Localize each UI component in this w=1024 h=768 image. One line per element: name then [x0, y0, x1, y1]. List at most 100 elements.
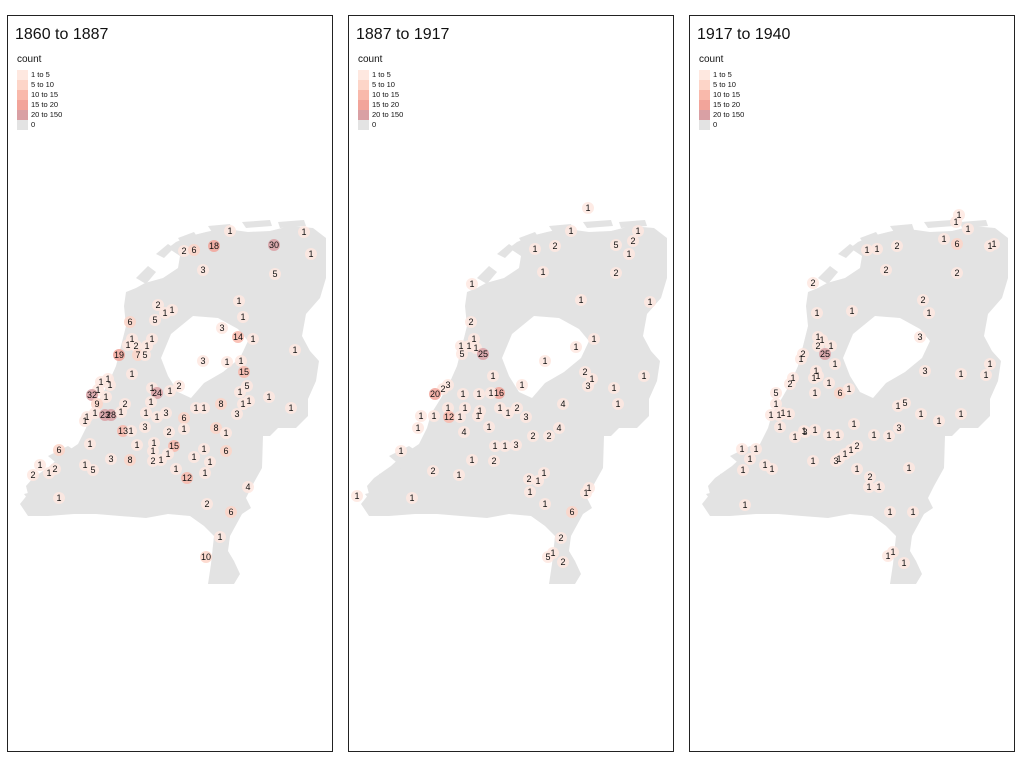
municipality-fill: [532, 475, 544, 487]
municipality-fill: [233, 295, 245, 307]
municipality-fill: [395, 445, 407, 457]
count-label: 3: [896, 423, 901, 433]
legend-swatch: [358, 120, 369, 130]
legend-swatch: [699, 110, 710, 120]
municipality-fill: [887, 546, 899, 558]
municipality-fill: [442, 402, 454, 414]
legend-label: 20 to 150: [372, 110, 404, 119]
count-label: 1: [107, 380, 112, 390]
municipality-fill: [537, 266, 549, 278]
legend-item: 10 to 15: [17, 90, 58, 100]
municipality-fill: [406, 492, 418, 504]
count-label: 1: [308, 249, 313, 259]
count-label: 2: [30, 470, 35, 480]
count-label: 1: [814, 308, 819, 318]
count-label: 5: [244, 381, 249, 391]
municipality-fill: [893, 422, 905, 434]
markermeer-water: [862, 348, 895, 368]
count-label: 18: [209, 241, 219, 251]
count-label: 1: [148, 397, 153, 407]
municipality-fill: [351, 490, 363, 502]
count-label: 1: [201, 403, 206, 413]
legend-title: count: [358, 54, 383, 65]
count-label: 4: [556, 423, 561, 433]
count-label: 1: [217, 532, 222, 542]
count-label: 24: [152, 388, 162, 398]
municipality-fill: [145, 396, 157, 408]
count-label: 1: [431, 411, 436, 421]
count-label: 1: [864, 245, 869, 255]
count-label: 1: [826, 378, 831, 388]
municipality-fill: [582, 380, 594, 392]
municipality-fill: [915, 408, 927, 420]
count-label: 1: [154, 412, 159, 422]
legend-item: 0: [17, 120, 35, 130]
panel-title: 1917 to 1940: [697, 26, 791, 43]
municipality-fill: [456, 348, 468, 360]
count-label: 28: [106, 410, 116, 420]
municipality-fill: [231, 408, 243, 420]
count-label: 3: [200, 265, 205, 275]
count-label: 1: [301, 227, 306, 237]
island-shape: [242, 220, 272, 228]
count-label: 3: [142, 422, 147, 432]
count-label: 1: [953, 217, 958, 227]
count-label: 1: [813, 366, 818, 376]
municipality-fill: [766, 463, 778, 475]
municipality-fill: [565, 225, 577, 237]
count-label: 2: [787, 379, 792, 389]
count-label: 1: [151, 438, 156, 448]
count-label: 1: [776, 410, 781, 420]
count-label: 5: [902, 398, 907, 408]
count-label: 3: [523, 412, 528, 422]
count-label: 1: [740, 465, 745, 475]
legend-label: 20 to 150: [31, 110, 63, 119]
count-label: 1: [812, 388, 817, 398]
municipality-fill: [739, 499, 751, 511]
count-label: 12: [182, 473, 192, 483]
municipality-fill: [539, 498, 551, 510]
legend-label: 0: [372, 120, 377, 129]
municipality-fill: [627, 235, 639, 247]
municipality-fill: [799, 426, 811, 438]
count-label: 6: [569, 507, 574, 517]
legend-swatch: [699, 90, 710, 100]
municipality-fill: [610, 239, 622, 251]
island-shape: [838, 244, 856, 258]
municipality-fill: [443, 411, 455, 423]
municipality-fill: [951, 238, 963, 250]
count-label: 1: [460, 389, 465, 399]
count-label: 8: [218, 399, 223, 409]
municipality-fill: [868, 429, 880, 441]
municipality-fill: [864, 471, 876, 483]
count-label: 1: [237, 387, 242, 397]
municipality-fill: [113, 349, 125, 361]
count-label: 2: [854, 441, 859, 451]
count-label: 1: [747, 454, 752, 464]
count-label: 2: [894, 241, 899, 251]
legend-item: 20 to 150: [699, 110, 744, 120]
count-label: 1: [848, 445, 853, 455]
legend-item: 0: [699, 120, 717, 130]
legend-label: 1 to 5: [372, 70, 391, 79]
municipality-fill: [200, 551, 212, 563]
count-label: 1: [901, 558, 906, 568]
municipality-fill: [130, 340, 142, 352]
count-label: 1: [207, 457, 212, 467]
municipality-fill: [139, 421, 151, 433]
count-label: 1: [573, 342, 578, 352]
municipality-fill: [34, 459, 46, 471]
count-label: 1: [826, 430, 831, 440]
count-label: 1: [462, 403, 467, 413]
municipality-fill: [527, 430, 539, 442]
island-shape: [379, 468, 407, 482]
municipality-fill: [198, 402, 210, 414]
municipality-fill: [160, 407, 172, 419]
municipality-fill: [783, 408, 795, 420]
count-label: 1: [542, 356, 547, 366]
municipality-fill: [457, 388, 469, 400]
count-label: 1: [762, 460, 767, 470]
count-label: 13: [118, 426, 128, 436]
municipality-fill: [899, 397, 911, 409]
count-label: 1: [125, 340, 130, 350]
